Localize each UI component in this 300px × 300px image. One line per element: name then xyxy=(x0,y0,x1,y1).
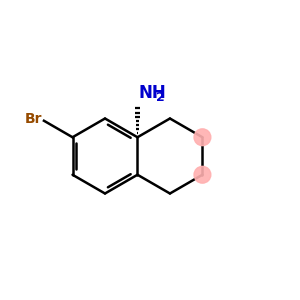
Circle shape xyxy=(194,166,211,183)
Circle shape xyxy=(194,129,211,146)
Text: 2: 2 xyxy=(156,91,165,104)
Text: NH: NH xyxy=(139,84,167,102)
Text: Br: Br xyxy=(25,112,42,126)
